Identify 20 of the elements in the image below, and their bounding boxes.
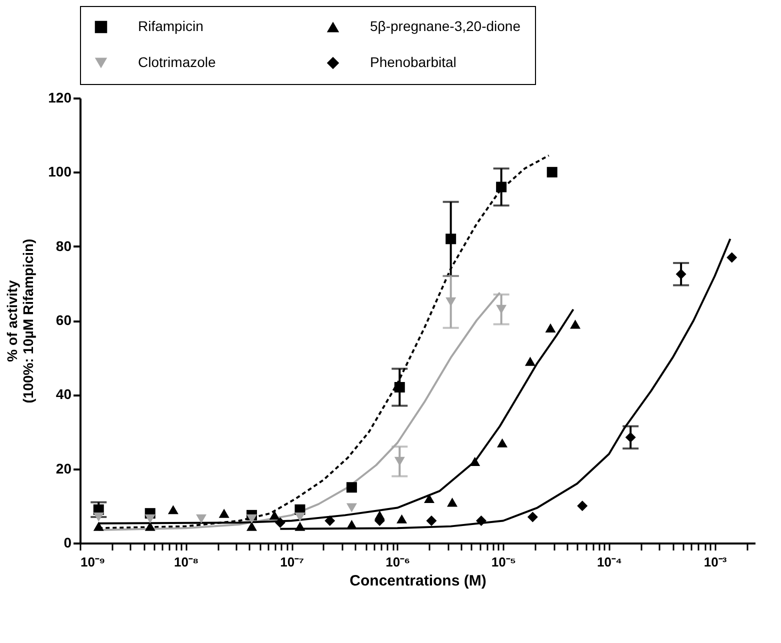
legend-label: Phenobarbital [370,54,456,70]
y-tick-label: 40 [56,386,72,402]
legend-label: Rifampicin [138,18,204,34]
x-tick-label: 10⁻⁷ [280,554,304,570]
y-axis-title: % of activity (100%: 10µM Rifampicin) [4,238,36,404]
y-tick-label: 60 [56,312,72,328]
x-tick-label: 10⁻⁶ [386,554,410,570]
y-tick-label: 0 [64,534,72,550]
x-tick-label: 10⁻⁸ [174,554,199,570]
y-tick-label: 120 [48,90,72,106]
x-tick-label: 10⁻³ [704,554,728,570]
legend-label: 5β-pregnane-3,20-dione [370,18,521,34]
x-tick-label: 10⁻⁴ [597,554,622,570]
legend-label: Clotrimazole [138,54,216,70]
x-tick-label: 10⁻⁹ [80,554,106,570]
x-axis-title: Concentrations (M) [350,572,486,590]
y-tick-label: 100 [48,164,72,180]
x-tick-label: 10⁻⁵ [491,554,516,570]
y-tick-label: 20 [56,460,72,476]
y-tick-label: 80 [56,238,72,254]
